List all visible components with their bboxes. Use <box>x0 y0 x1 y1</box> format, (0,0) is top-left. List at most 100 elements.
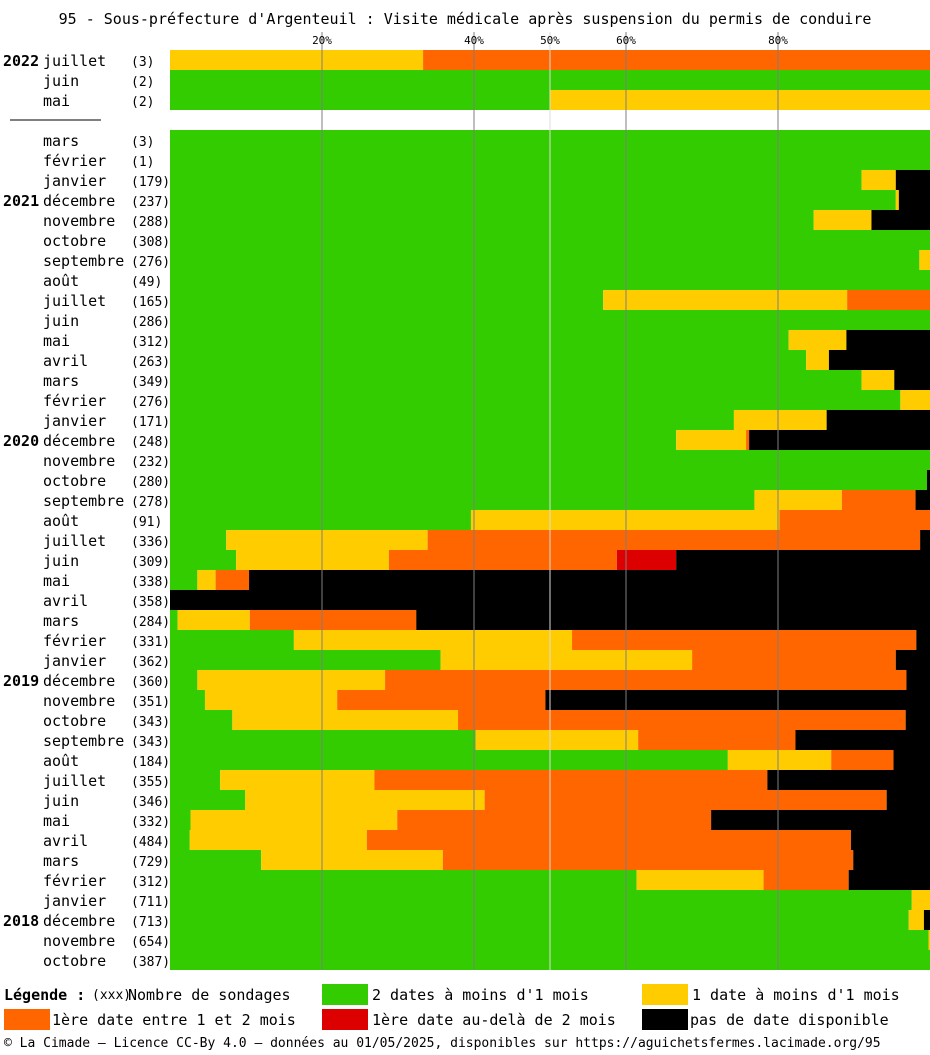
footer-credit: © La Cimade — Licence CC-By 4.0 — donnée… <box>4 1036 881 1051</box>
row-labels: 2022 juillet (3)juin (2)mai (2)mars (3)févrie… <box>3 52 170 970</box>
bar-segment-y <box>475 730 639 750</box>
bar-segment-g <box>170 910 909 930</box>
bar-segment-k <box>826 410 930 430</box>
bar-segment-y <box>440 650 693 670</box>
bar-segment-y <box>754 490 842 510</box>
row-count-label: (49) <box>131 275 162 290</box>
x-tick-labels: 20% 40% 50% 60% 80% <box>312 34 788 47</box>
bar-segment-y <box>197 670 386 690</box>
bar-segment-g <box>170 710 233 730</box>
row-count-label: (343) <box>131 735 170 750</box>
row-count-label: (351) <box>131 695 170 710</box>
bar-segment-g <box>170 250 920 270</box>
row-count-label: (284) <box>131 615 170 630</box>
bar-segment-y <box>895 190 899 210</box>
bar-segment-k <box>886 790 930 810</box>
bar-segment-o <box>442 850 854 870</box>
bar-segment-g <box>170 190 896 210</box>
bar-segment-o <box>215 570 250 590</box>
row-count-label: (286) <box>131 315 170 330</box>
row-count-label: (346) <box>131 795 170 810</box>
row-count-label: (312) <box>131 875 170 890</box>
row-count-label: (360) <box>131 675 170 690</box>
legend-title: Légende : <box>4 986 86 1004</box>
row-month-label: janvier <box>43 412 106 430</box>
row-month-label: août <box>43 512 79 530</box>
bar-segment-y <box>226 530 428 550</box>
legend-swatch-orange <box>4 1009 50 1030</box>
bar-segment-g <box>170 510 471 530</box>
bar-segment-g <box>170 530 227 550</box>
bar-segment-g <box>170 870 637 890</box>
row-month-label: juillet <box>43 292 106 310</box>
row-count-label: (263) <box>131 355 170 370</box>
bar-segment-g <box>170 170 862 190</box>
legend-swatch-yellow <box>642 984 688 1005</box>
bar-segment-k <box>906 670 930 690</box>
bar-segment-g <box>170 850 262 870</box>
bar-segment-k <box>846 330 930 350</box>
row-year-label: 2022 <box>3 52 39 70</box>
row-month-label: décembre <box>43 672 115 690</box>
row-month-label: septembre <box>43 492 124 510</box>
x-tick-label: 20% <box>312 34 332 47</box>
bar-segment-y <box>190 810 398 830</box>
legend-swatch-black <box>642 1009 688 1030</box>
row-month-label: août <box>43 272 79 290</box>
row-count-label: (184) <box>131 755 170 770</box>
bar-segment-y <box>261 850 443 870</box>
row-count-label: (362) <box>131 655 170 670</box>
bar-segment-y <box>232 710 459 730</box>
bar-segment-g <box>170 690 205 710</box>
bar-segment-k <box>795 730 930 750</box>
row-count-label: (338) <box>131 575 170 590</box>
row-month-label: juin <box>43 792 79 810</box>
bar-segment-y <box>911 890 930 910</box>
x-tick-label: 60% <box>616 34 636 47</box>
bar-segment-y <box>813 210 872 230</box>
bar-segment-g <box>170 770 221 790</box>
bar-segment-k <box>850 830 930 850</box>
bar-segment-y <box>204 690 338 710</box>
row-month-label: février <box>43 632 106 650</box>
row-year-label: 2021 <box>3 192 39 210</box>
row-month-label: février <box>43 392 106 410</box>
bar-segment-y <box>676 430 747 450</box>
row-count-label: (1) <box>131 155 154 170</box>
bar-segment-g <box>170 90 550 110</box>
row-count-label: (179) <box>131 175 170 190</box>
bar-segment-o <box>337 690 546 710</box>
row-month-label: novembre <box>43 452 115 470</box>
row-year-label: 2018 <box>3 912 39 930</box>
row-count-label: (331) <box>131 635 170 650</box>
bar-segment-y <box>177 610 250 630</box>
bar-segment-k <box>848 870 930 890</box>
bar-segment-y <box>245 790 485 810</box>
row-month-label: mars <box>43 612 79 630</box>
row-month-label: mars <box>43 852 79 870</box>
bar-segment-y <box>170 50 424 70</box>
bar-segment-o <box>847 290 930 310</box>
row-month-label: octobre <box>43 232 106 250</box>
row-count-label: (312) <box>131 335 170 350</box>
bar-segment-y <box>928 930 930 950</box>
row-count-label: (349) <box>131 375 170 390</box>
row-month-label: octobre <box>43 952 106 970</box>
x-tick-label: 50% <box>540 34 560 47</box>
row-count-label: (358) <box>131 595 170 610</box>
bar-segment-y <box>788 330 847 350</box>
row-month-label: septembre <box>43 732 124 750</box>
bar-segment-k <box>416 610 930 630</box>
row-month-label: décembre <box>43 432 115 450</box>
legend-label-green: 2 dates à moins d'1 mois <box>372 986 589 1004</box>
bar-segment-k <box>545 690 930 710</box>
row-count-label: (343) <box>131 715 170 730</box>
bar-segment-g <box>170 610 178 630</box>
bar-segment-g <box>170 570 198 590</box>
bar-segment-o <box>397 810 712 830</box>
row-month-label: novembre <box>43 932 115 950</box>
row-count-label: (309) <box>131 555 170 570</box>
bar-segment-o <box>638 730 796 750</box>
row-count-label: (276) <box>131 395 170 410</box>
x-tick-label: 40% <box>464 34 484 47</box>
